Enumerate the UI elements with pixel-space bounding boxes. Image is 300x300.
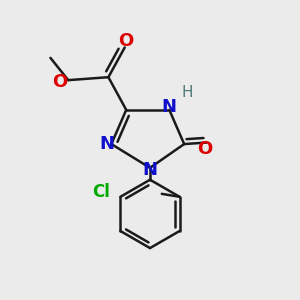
Text: N: N <box>162 98 177 116</box>
Text: N: N <box>142 161 158 179</box>
Text: O: O <box>197 140 213 158</box>
Text: H: H <box>182 85 193 100</box>
Text: O: O <box>118 32 134 50</box>
Text: N: N <box>99 135 114 153</box>
Text: Cl: Cl <box>92 183 110 201</box>
Text: O: O <box>52 73 67 91</box>
